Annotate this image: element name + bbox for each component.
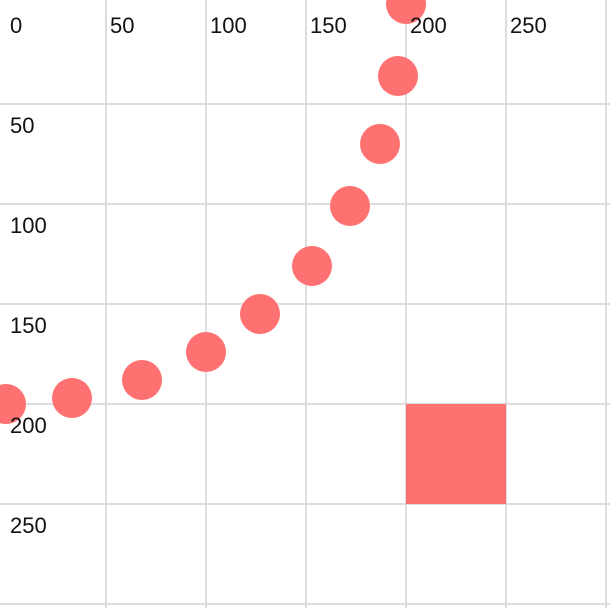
y-axis-label: 150 (10, 313, 47, 338)
circle-marker (122, 360, 162, 400)
circle-marker (240, 294, 280, 334)
square-shape (406, 404, 506, 504)
y-axis-label: 100 (10, 213, 47, 238)
y-axis-label: 50 (10, 113, 34, 138)
circle-marker (330, 186, 370, 226)
y-axis-label: 250 (10, 513, 47, 538)
shapes-layer (0, 0, 506, 504)
x-axis-label: 200 (410, 13, 447, 38)
x-axis-label: 50 (110, 13, 134, 38)
circle-marker (386, 0, 426, 24)
x-axis-label: 100 (210, 13, 247, 38)
circle-marker (360, 124, 400, 164)
circle-marker (52, 378, 92, 418)
circle-marker (292, 246, 332, 286)
circle-marker (378, 56, 418, 96)
x-axis-label: 0 (10, 13, 22, 38)
x-axis-label: 150 (310, 13, 347, 38)
circle-marker (186, 332, 226, 372)
x-axis-label: 250 (510, 13, 547, 38)
y-axis-label: 200 (10, 413, 47, 438)
circle-marker (0, 384, 26, 424)
grid-labels: 0 50 100 150 200 250 50 100 150 200 250 (10, 13, 547, 538)
